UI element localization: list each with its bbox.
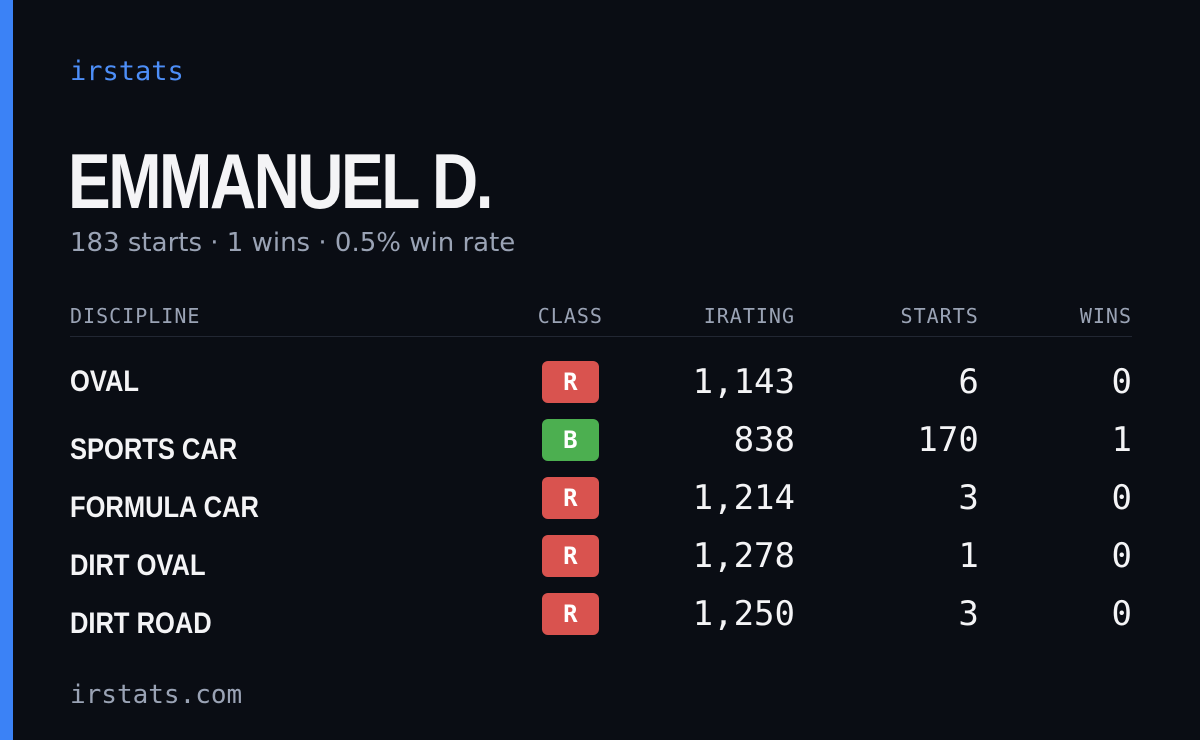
table-row: SPORTS CAR B 838 170 1	[70, 411, 1132, 469]
stat-cell: 170	[917, 420, 979, 460]
header-row: DISCIPLINE CLASS IRATING STARTS WINS	[70, 296, 1132, 337]
column-header: IRATING	[641, 296, 795, 337]
stat-cell: 0	[1111, 478, 1132, 518]
stats-table: DISCIPLINE CLASS IRATING STARTS WINS OVAL R 1,…	[70, 296, 1132, 643]
class-badge: R	[541, 593, 599, 635]
discipline: DIRT ROAD	[70, 607, 212, 640]
table-row: DIRT ROAD R 1,250 3 0	[70, 585, 1132, 643]
footer: irstats.com	[70, 680, 243, 710]
class-badge: R	[541, 477, 599, 519]
accent-bar	[0, 0, 13, 740]
class-cell: R	[499, 585, 642, 643]
stat-cell: 838	[733, 420, 795, 460]
class-badge: B	[541, 419, 599, 461]
driver-name: EMMANUEL D.	[68, 137, 494, 225]
stat-cell: 3	[958, 478, 979, 518]
column-header: CLASS	[498, 296, 642, 337]
class-cell: R	[499, 469, 642, 527]
stat-cell: 1,278	[692, 536, 795, 576]
stat-cell: 6	[958, 362, 979, 402]
discipline: OVAL	[70, 365, 139, 398]
summary: 183 starts · 1 wins · 0.5% win rate	[70, 228, 516, 258]
stat-cell: 0	[1111, 594, 1132, 634]
stat-cell: 1,250	[692, 594, 795, 634]
discipline: DIRT OVAL	[70, 549, 206, 582]
column-header: DISCIPLINE	[70, 296, 499, 337]
class-badge: R	[541, 361, 599, 403]
stat-cell: 1	[958, 536, 979, 576]
discipline: FORMULA CAR	[70, 491, 259, 524]
stat-cell: 0	[1111, 362, 1132, 402]
stat-cell: 1,214	[692, 478, 795, 518]
table-row: DIRT OVAL R 1,278 1 0	[70, 527, 1132, 585]
stat-cell: 1,143	[692, 362, 795, 402]
stat-cell: 1	[1111, 420, 1132, 460]
brand: irstats	[70, 56, 184, 87]
class-cell: R	[499, 527, 642, 585]
table-row: FORMULA CAR R 1,214 3 0	[70, 469, 1132, 527]
class-badge: R	[541, 535, 599, 577]
column-header: WINS	[978, 296, 1132, 337]
stat-cell: 3	[958, 594, 979, 634]
column-header: STARTS	[795, 296, 979, 337]
class-cell: B	[499, 411, 642, 469]
table-row: OVAL R 1,143 6 0	[70, 337, 1132, 412]
discipline: SPORTS CAR	[70, 433, 238, 466]
stat-cell: 0	[1111, 536, 1132, 576]
class-cell: R	[499, 337, 642, 412]
table-body: OVAL R 1,143 6 0 SPORTS CAR B 838 170 1 FORMULA CA…	[70, 337, 1132, 644]
